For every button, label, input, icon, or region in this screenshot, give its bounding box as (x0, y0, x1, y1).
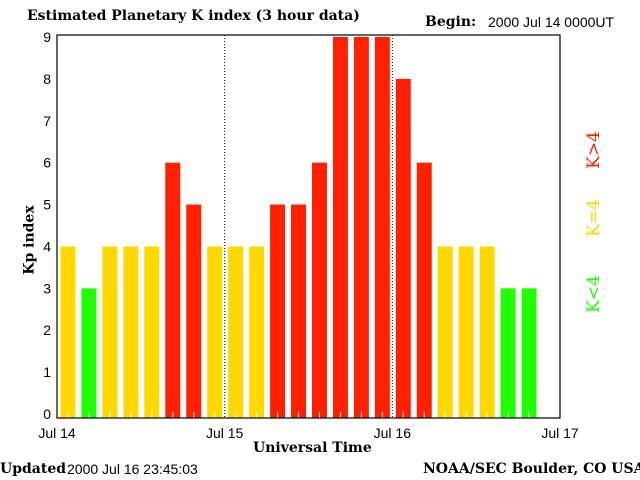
y-tick-label: 8 (43, 71, 51, 87)
begin-label: Begin: (425, 14, 477, 30)
kp-bar (458, 246, 474, 418)
kp-bar (416, 162, 432, 418)
y-tick-label: 0 (43, 406, 51, 422)
kp-bar (228, 246, 244, 418)
kp-bar (353, 37, 369, 418)
y-tick-label: 9 (43, 29, 51, 45)
kp-bar (479, 246, 495, 418)
kp-bar (123, 246, 139, 418)
kp-bar (207, 246, 223, 418)
legend-k-equal-4: K=4 (583, 199, 604, 237)
source-credit: NOAA/SEC Boulder, CO USA (423, 461, 640, 477)
y-axis-label: Kp index (21, 205, 38, 275)
y-tick-label: 6 (43, 155, 51, 171)
x-tick-label: Jul 14 (38, 425, 76, 441)
kp-bar (291, 204, 306, 418)
y-tick-label: 7 (43, 113, 51, 129)
y-tick-label: 1 (43, 364, 51, 380)
y-tick-label: 4 (43, 238, 51, 254)
x-axis-label: Universal Time (253, 440, 372, 456)
kp-bar (186, 204, 202, 418)
begin-value: 2000 Jul 14 0000UT (488, 14, 615, 30)
x-tick-label: Jul 15 (206, 425, 244, 441)
kp-bar (249, 246, 265, 418)
plot-frame (56, 34, 561, 419)
kp-bar (437, 246, 453, 418)
kp-bar (395, 78, 411, 418)
kp-bar (144, 246, 160, 418)
kp-bar (102, 246, 118, 418)
kp-bar (374, 37, 390, 418)
legend-k-greater-4: K>4 (583, 131, 604, 169)
kp-bar (60, 246, 76, 418)
kp-bar (81, 288, 97, 418)
kp-bar (270, 204, 286, 418)
y-tick-label: 3 (43, 280, 51, 296)
y-tick-label: 2 (43, 322, 51, 338)
chart-title: Estimated Planetary K index (3 hour data… (27, 8, 360, 24)
updated-label: Updated (0, 461, 67, 477)
kp-bar (521, 288, 537, 418)
kp-bar (312, 162, 327, 418)
kp-bar (165, 162, 181, 418)
updated-value: 2000 Jul 16 23:45:03 (67, 461, 198, 477)
legend-k-less-4: K<4 (583, 275, 604, 313)
x-tick-label: Jul 16 (374, 425, 412, 441)
kp-bar (332, 37, 348, 418)
y-tick-label: 5 (43, 197, 51, 213)
x-tick-label: Jul 17 (541, 425, 579, 441)
kp-bar (500, 288, 516, 418)
